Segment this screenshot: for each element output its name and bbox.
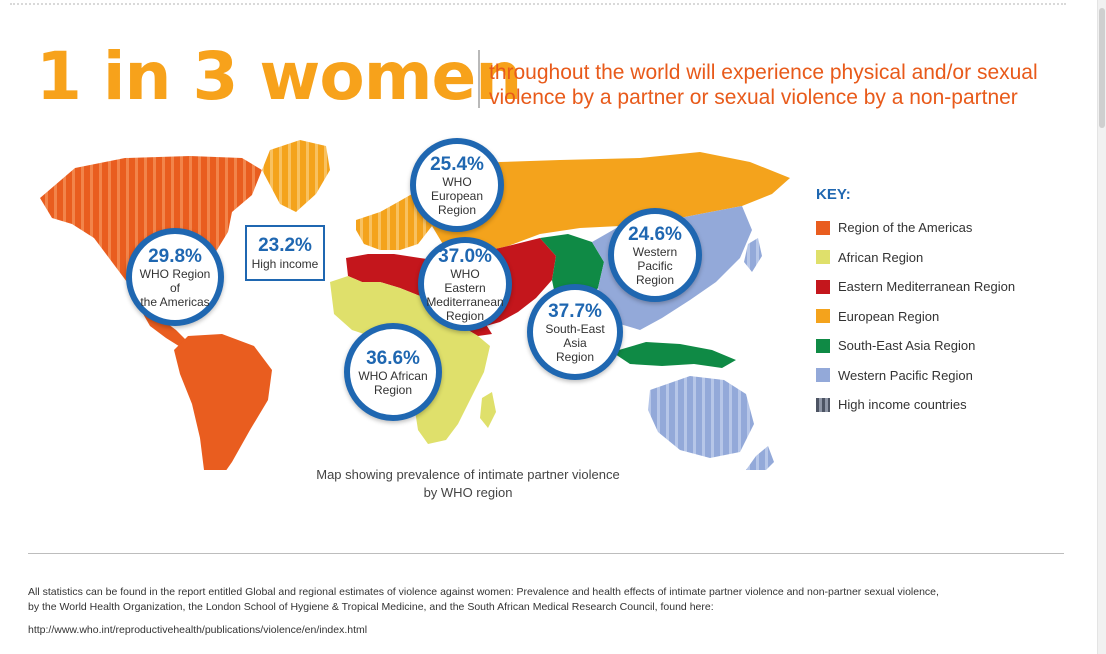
bubble-african: 36.6% WHO African Region (344, 323, 442, 421)
key-swatch (816, 309, 830, 324)
region-americas-south (174, 334, 272, 470)
key-swatch (816, 220, 830, 235)
caption-line-2: by WHO region (423, 485, 513, 500)
bubble-eastern-mediterranean: 37.0% WHO Eastern Mediterranean Region (418, 237, 512, 331)
bubble-label-line: WHO Eastern (444, 266, 486, 295)
key-swatch (816, 338, 830, 353)
key-label: High income countries (838, 397, 967, 413)
key-item-high-income: High income countries (816, 390, 1076, 420)
footnote-line-1: All statistics can be found in the repor… (28, 586, 939, 598)
map-key: KEY: Region of the Americas African Regi… (816, 186, 1076, 420)
region-australia (648, 376, 754, 458)
bubble-percent: 25.4% (430, 153, 484, 175)
bubble-percent: 29.8% (148, 245, 202, 267)
bubble-label-line: Western Pacific (632, 244, 678, 273)
high-income-percent: 23.2% (258, 234, 312, 256)
key-label: South-East Asia Region (838, 338, 976, 354)
bubble-americas: 29.8% WHO Region of the Americas (126, 228, 224, 326)
region-europe-east (412, 152, 790, 254)
headline: 1 in 3 women (36, 38, 522, 115)
key-item-south-east-asia: South-East Asia Region (816, 331, 1076, 361)
bubble-label-line: South-East Asia (545, 321, 605, 350)
region-europe-west (356, 194, 432, 250)
bubble-percent: 36.6% (366, 347, 420, 369)
source-link[interactable]: http://www.who.int/reproductivehealth/pu… (28, 624, 368, 636)
region-madagascar (480, 392, 496, 428)
bubble-south-east-asia: 37.7% South-East Asia Region (527, 284, 623, 380)
key-label: Eastern Mediterranean Region (838, 279, 1016, 295)
subheadline: throughout the world will experience phy… (489, 60, 1089, 110)
map-caption: Map showing prevalence of intimate partn… (268, 466, 668, 502)
bubble-label-line: Region (373, 382, 413, 397)
scrollbar-thumb[interactable] (1099, 8, 1105, 128)
key-title: KEY: (816, 186, 851, 203)
region-japan (744, 238, 762, 272)
key-label: Western Pacific Region (838, 367, 973, 383)
bubble-percent: 24.6% (628, 223, 682, 245)
footnote-line-2: by the World Health Organization, the Lo… (28, 601, 714, 613)
key-item-european: European Region (816, 302, 1076, 332)
bubble-label-line: Region (635, 272, 675, 287)
caption-line-1: Map showing prevalence of intimate partn… (316, 467, 620, 482)
bubble-label-line: Region (445, 308, 485, 323)
footnote: All statistics can be found in the repor… (28, 585, 1068, 615)
vertical-scrollbar[interactable] (1097, 0, 1106, 654)
high-income-box: 23.2% High income (245, 225, 325, 281)
key-swatch (816, 250, 830, 265)
key-label: African Region (838, 249, 924, 265)
high-income-label: High income (251, 256, 319, 271)
top-divider (10, 3, 1066, 5)
region-south-east-asia-islands (612, 342, 736, 368)
bubble-european: 25.4% WHO European Region (410, 138, 504, 232)
headline-separator (478, 50, 480, 108)
subheadline-line-2: violence by a partner or sexual violence… (489, 86, 1018, 109)
bottom-divider (28, 553, 1064, 554)
key-swatch (816, 279, 830, 294)
region-greenland (262, 140, 330, 212)
key-item-western-pacific: Western Pacific Region (816, 361, 1076, 391)
bubble-label-line: WHO African (358, 368, 428, 383)
bubble-label-line: Mediterranean (426, 294, 504, 309)
bubble-label-line: Region (437, 202, 477, 217)
key-label: Region of the Americas (838, 220, 973, 236)
region-new-zealand (746, 446, 774, 470)
key-swatch-striped (816, 397, 830, 412)
bubble-label-line: WHO Region of (139, 266, 211, 295)
key-swatch (816, 368, 830, 383)
bubble-label-line: WHO European (430, 174, 484, 203)
bubble-percent: 37.0% (438, 245, 492, 267)
bubble-label-line: the Americas (140, 294, 210, 309)
key-item-african: African Region (816, 243, 1076, 273)
bubble-percent: 37.7% (548, 300, 602, 322)
bubble-western-pacific: 24.6% Western Pacific Region (608, 208, 702, 302)
key-item-americas: Region of the Americas (816, 213, 1076, 243)
subheadline-line-1: throughout the world will experience phy… (489, 61, 1038, 84)
bubble-label-line: Region (555, 349, 595, 364)
key-label: European Region (838, 308, 940, 324)
key-item-eastern-mediterranean: Eastern Mediterranean Region (816, 272, 1076, 302)
